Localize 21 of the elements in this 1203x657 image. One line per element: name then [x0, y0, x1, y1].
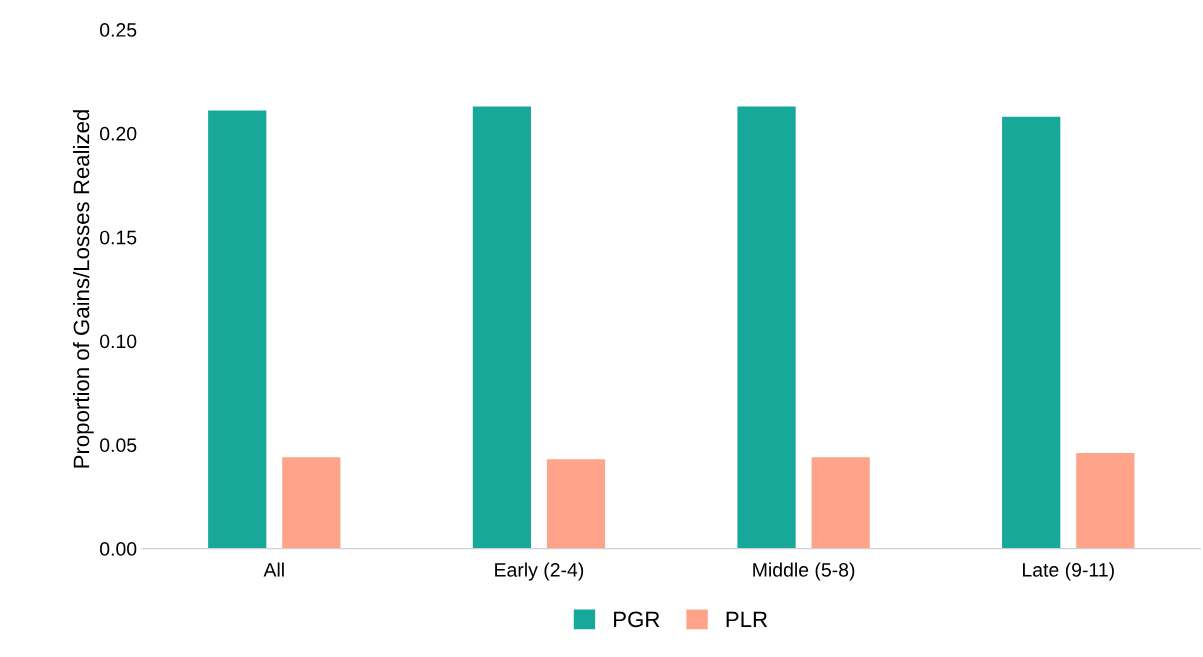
- bar: [472, 106, 531, 549]
- y-tick-label: 0.05: [100, 438, 137, 453]
- x-tick-label: Early (2-4): [495, 562, 584, 581]
- bar: [811, 457, 870, 549]
- x-tick-label: All: [263, 562, 284, 577]
- y-tick-label: 0.00: [100, 542, 137, 556]
- x-tick-label: Middle (5-8): [753, 562, 855, 581]
- bar: [1002, 116, 1061, 549]
- bar: [737, 106, 796, 549]
- legend-label: PLR: [726, 611, 768, 628]
- legend-label: PGR: [614, 611, 660, 628]
- bar: [546, 459, 606, 549]
- x-tick-label: Late (9-11): [1023, 562, 1114, 581]
- y-tick-label: 0.20: [100, 126, 137, 141]
- bar: [208, 110, 267, 549]
- y-axis-title: Proportion of Gains/Losses Realized: [72, 110, 94, 468]
- y-tick-label: 0.25: [100, 23, 137, 37]
- bar: [1076, 453, 1135, 549]
- bar: [282, 457, 341, 549]
- y-tick-label: 0.10: [100, 334, 137, 349]
- y-tick-label: 0.15: [100, 230, 137, 245]
